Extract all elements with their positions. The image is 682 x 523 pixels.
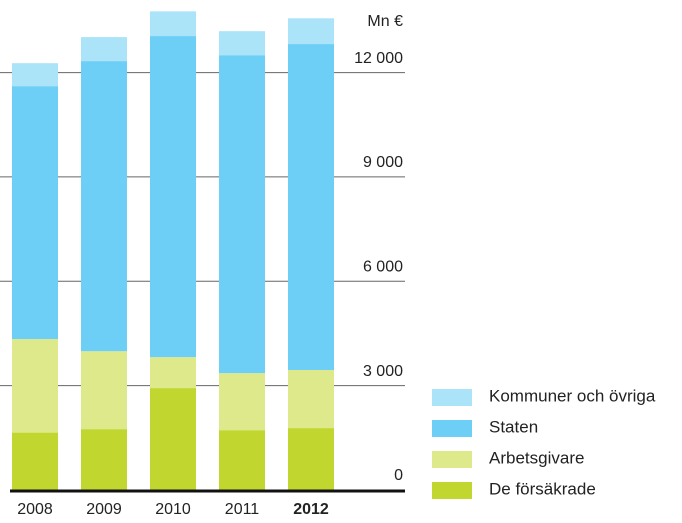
- bar-segment: [219, 55, 265, 374]
- legend-label: Staten: [489, 417, 538, 436]
- legend-swatch: [432, 420, 472, 437]
- y-tick-label: 0: [394, 467, 403, 484]
- legend-swatch: [432, 451, 472, 468]
- bar-segment: [12, 63, 58, 87]
- bar-segment: [81, 351, 127, 430]
- x-tick-label: 2011: [225, 501, 260, 518]
- legend-label: Kommuner och övriga: [489, 386, 656, 405]
- bar-segment: [219, 430, 265, 490]
- y-tick-label: 3 000: [363, 363, 403, 380]
- bar-segment: [288, 44, 334, 370]
- bar-segment: [219, 373, 265, 431]
- legend-swatch: [432, 482, 472, 499]
- bar-segment: [219, 31, 265, 56]
- bar-segment: [12, 339, 58, 433]
- bar-segment: [150, 36, 196, 358]
- bar-segment: [288, 428, 334, 490]
- bar-segment: [12, 432, 58, 490]
- bar-segment: [150, 11, 196, 37]
- bar-segment: [150, 357, 196, 389]
- bar-segment: [288, 369, 334, 429]
- y-tick-label: 12 000: [354, 50, 403, 67]
- x-tick-label: 2010: [155, 501, 191, 518]
- bar-segment: [81, 429, 127, 490]
- y-tick-label: 9 000: [363, 154, 403, 171]
- x-tick-label: 2012: [293, 501, 329, 518]
- bar-segment: [81, 37, 127, 62]
- bar-segment: [12, 86, 58, 340]
- x-tick-label: 2009: [86, 501, 122, 518]
- bar-segment: [81, 61, 127, 352]
- x-tick-label: 2008: [17, 501, 53, 518]
- bar-segment: [150, 388, 196, 490]
- unit-label: Mn €: [367, 13, 403, 30]
- y-tick-label: 6 000: [363, 259, 403, 276]
- legend-label: De försäkrade: [489, 479, 596, 498]
- bar-segment: [288, 18, 334, 45]
- legend-swatch: [432, 389, 472, 406]
- legend-label: Arbetsgivare: [489, 448, 584, 467]
